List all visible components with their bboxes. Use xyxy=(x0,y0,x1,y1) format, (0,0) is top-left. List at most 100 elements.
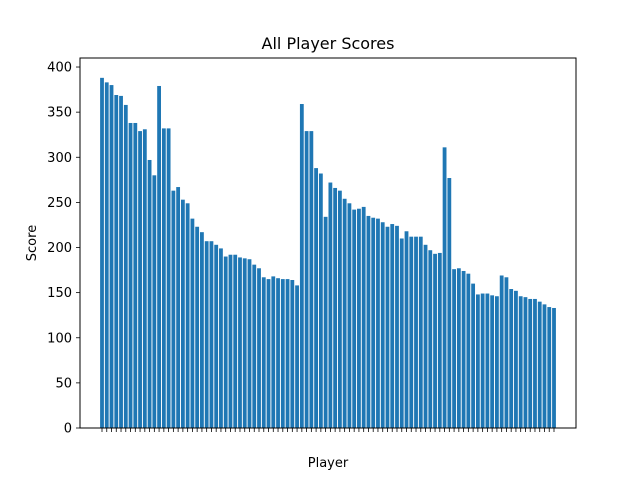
bar xyxy=(109,85,114,428)
bar xyxy=(461,270,466,428)
bar xyxy=(295,285,299,428)
bar xyxy=(138,131,142,428)
bar xyxy=(185,203,190,428)
y-tick-label: 0 xyxy=(64,422,72,437)
bar xyxy=(518,296,523,428)
bar xyxy=(271,276,276,428)
bar xyxy=(328,182,333,428)
y-tick-label: 50 xyxy=(55,376,72,391)
y-tick-label: 300 xyxy=(47,151,72,166)
y-tick-label: 400 xyxy=(47,61,72,76)
bar xyxy=(357,208,361,428)
bar xyxy=(452,269,456,428)
bar xyxy=(276,278,280,428)
bar xyxy=(337,190,342,428)
bar xyxy=(257,268,261,428)
bar xyxy=(485,293,490,428)
bar xyxy=(366,215,371,428)
bar xyxy=(238,257,242,428)
bar xyxy=(252,264,257,428)
bar xyxy=(495,296,499,428)
bar xyxy=(376,218,380,428)
bar xyxy=(247,259,252,428)
bar xyxy=(209,241,214,428)
bar xyxy=(352,209,357,428)
bar xyxy=(266,279,271,428)
y-tick-label: 100 xyxy=(47,331,72,346)
bar xyxy=(195,226,200,428)
y-tick-label: 250 xyxy=(47,196,72,211)
bar xyxy=(552,307,556,428)
bar xyxy=(475,294,480,428)
bar xyxy=(480,293,485,428)
bar xyxy=(204,241,209,428)
bar xyxy=(399,238,404,428)
bar xyxy=(171,190,176,428)
bar xyxy=(200,232,204,428)
plot-frame xyxy=(79,57,577,429)
y-tick-label: 200 xyxy=(47,241,72,256)
bar xyxy=(385,226,390,428)
y-tick-label: 150 xyxy=(47,286,72,301)
bar xyxy=(428,250,433,428)
bar xyxy=(471,283,476,428)
bar xyxy=(214,244,219,428)
bar xyxy=(133,122,138,428)
bar xyxy=(509,289,514,428)
bar xyxy=(166,128,171,428)
bar xyxy=(323,216,328,428)
bar xyxy=(504,277,509,428)
bar xyxy=(523,297,528,428)
bar xyxy=(466,273,471,428)
bar xyxy=(547,307,552,428)
bar xyxy=(123,104,128,429)
bar xyxy=(314,168,319,428)
bar xyxy=(437,252,442,428)
bar xyxy=(161,128,166,428)
bar xyxy=(100,77,104,428)
bar xyxy=(542,304,547,428)
chart-title: All Player Scores xyxy=(262,34,395,53)
bar xyxy=(447,178,452,428)
bar xyxy=(290,280,295,428)
bar xyxy=(395,225,399,428)
bar xyxy=(285,279,290,428)
bar xyxy=(299,104,304,429)
bar xyxy=(433,253,437,428)
bar xyxy=(456,268,461,428)
bar xyxy=(180,199,185,428)
bar xyxy=(157,85,161,428)
bar xyxy=(423,244,428,428)
bar xyxy=(390,224,395,428)
bar xyxy=(418,236,423,428)
bar xyxy=(119,95,123,429)
bar xyxy=(404,231,409,428)
y-axis: 0 50 100 150 200 250 300 350 400 xyxy=(47,61,80,437)
bar xyxy=(537,301,542,428)
bar xyxy=(309,131,314,428)
bar xyxy=(333,187,338,428)
bar xyxy=(152,175,157,428)
bar xyxy=(490,295,495,428)
bar xyxy=(219,248,223,428)
bar xyxy=(114,95,119,428)
bar xyxy=(242,258,247,428)
bar xyxy=(409,236,414,428)
bar xyxy=(414,236,418,428)
bar xyxy=(304,131,309,428)
bar xyxy=(233,254,238,428)
bar xyxy=(514,290,518,428)
bar xyxy=(190,218,195,428)
bar xyxy=(104,82,109,429)
bar xyxy=(528,298,533,428)
bar xyxy=(442,147,447,428)
y-tick-label: 350 xyxy=(47,106,72,121)
bar xyxy=(280,279,285,428)
bar xyxy=(318,173,323,428)
bar xyxy=(347,203,352,428)
bar xyxy=(147,159,152,429)
y-axis-label: Score xyxy=(25,225,40,261)
bar xyxy=(371,217,376,428)
